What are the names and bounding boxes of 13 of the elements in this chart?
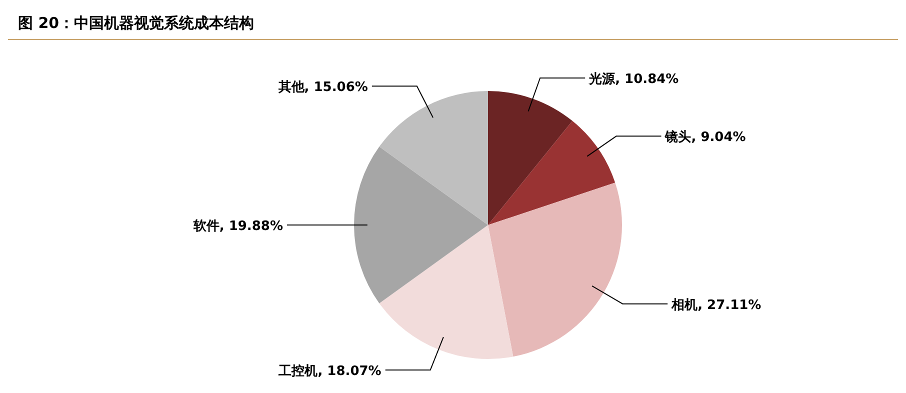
pie-slice: [488, 120, 616, 225]
pie-slice: [379, 91, 488, 225]
slice-label: 镜头, 9.04%: [664, 129, 746, 146]
slice-label: 其他, 15.06%: [277, 80, 368, 96]
slice-label: 相机, 27.11%: [670, 298, 762, 313]
chart-title: 图 20：中国机器视觉系统成本结构: [17, 13, 256, 34]
slice-label: 工控机, 18.07%: [278, 364, 382, 379]
slice-label: 光源, 10.84%: [588, 72, 679, 87]
slice-label: 软件, 19.88%: [192, 219, 283, 234]
pie-slice: [354, 146, 488, 304]
pie-slice: [488, 91, 572, 225]
pie-slice: [488, 182, 622, 357]
pie-slice: [379, 225, 514, 359]
